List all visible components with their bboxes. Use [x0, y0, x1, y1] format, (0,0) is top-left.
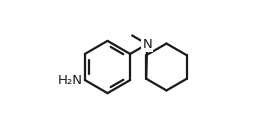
Text: H₂N: H₂N — [58, 74, 83, 87]
Text: N: N — [142, 38, 152, 51]
